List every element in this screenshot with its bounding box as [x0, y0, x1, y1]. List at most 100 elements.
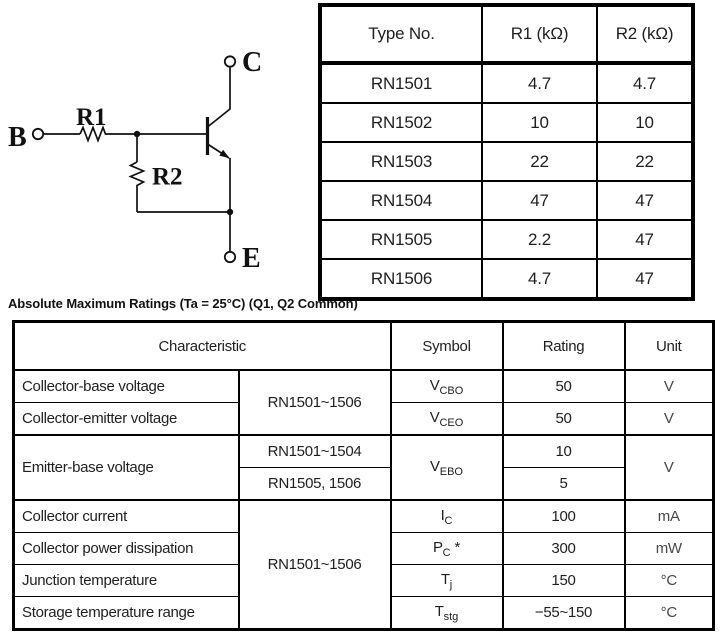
unit-cell: V [623, 369, 715, 403]
unit-cell: mA [623, 499, 715, 533]
table-row: RN1501 4.7 4.7 [319, 62, 694, 104]
symbol-subscript: EBO [439, 465, 463, 478]
table-row: Collector current RN1501~1506 IC 100 mA [12, 499, 715, 630]
type-no-header: Type No. [319, 4, 483, 65]
r2-value-cell: 47 [596, 180, 694, 221]
table-row: RN1502 10 10 [319, 102, 694, 143]
rating-cell: 50 [501, 369, 626, 403]
r2-value-cell: 47 [596, 219, 694, 260]
symbol-subscript: C [442, 546, 451, 559]
table-row: RN1506 4.7 47 [319, 258, 694, 300]
symbol-subscript: j [449, 578, 453, 591]
ratings-header-row: Characteristic Symbol Rating Unit [12, 321, 715, 371]
transistor-circuit-diagram: B C E R1 R2 [8, 47, 262, 274]
rating-cell: 300 [501, 532, 626, 565]
unit-header: Unit [623, 321, 715, 371]
symbol-cell: VEBO [389, 434, 504, 501]
characteristic-cell: Collector-emitter voltage [12, 402, 240, 436]
r1-resistor-zigzag [79, 125, 206, 143]
unit-cell: mW [623, 532, 715, 565]
table-row: Emitter-base voltage RN1501~1504 VEBO 10… [12, 434, 715, 501]
characteristic-cell: Junction temperature [12, 564, 240, 597]
table-row: Storage temperature range Tstg −55~150 °… [12, 596, 715, 630]
r1-value-cell: 22 [481, 141, 598, 182]
r2-value-cell: 47 [596, 258, 694, 300]
symbol-cell: VCBO [389, 369, 504, 403]
characteristic-cell: Collector-base voltage [12, 369, 240, 403]
table-row: Junction temperature Tj 150 °C [12, 564, 715, 597]
junction-dot-base [133, 130, 141, 138]
device-range-cell: RN1501~1506 [237, 369, 392, 436]
table-row: RN1505, 1506 5 [14, 467, 714, 501]
type-no-cell: RN1505 [319, 219, 483, 260]
rating-cell: 150 [501, 564, 626, 597]
r1-header: R1 (kΩ) [481, 4, 598, 65]
unit-cell: °C [623, 596, 715, 630]
symbol-base: T [434, 602, 444, 620]
table-row: RN1505 2.2 47 [319, 219, 694, 260]
circuit-wires [43, 66, 231, 252]
emitter-arrowhead [219, 149, 230, 159]
r2-header: R2 (kΩ) [596, 4, 694, 65]
unit-cell: °C [623, 564, 715, 597]
symbol-header: Symbol [389, 321, 504, 371]
r2-value-cell: 22 [596, 141, 694, 182]
symbol-base: P [432, 538, 443, 556]
type-no-cell: RN1506 [319, 258, 483, 300]
rating-cell: 50 [501, 402, 626, 436]
r1-value-cell: 47 [481, 180, 598, 221]
collector-wire [206, 66, 231, 128]
characteristic-header: Characteristic [12, 321, 392, 371]
table-row: RN1503 22 22 [319, 141, 694, 182]
r1-value-cell: 2.2 [481, 219, 598, 260]
terminal-b-label: B [8, 122, 27, 153]
device-range-cell: RN1501~1506 [237, 499, 392, 630]
symbol-subscript: C [444, 514, 453, 527]
characteristic-cell: Storage temperature range [12, 596, 240, 630]
symbol-cell: PC * [389, 532, 504, 565]
symbol-base: V [430, 457, 440, 475]
symbol-base: V [429, 376, 440, 394]
r2-value-cell: 4.7 [596, 62, 694, 104]
type-table-header-row: Type No. R1 (kΩ) R2 (kΩ) [319, 4, 694, 65]
absolute-maximum-ratings-table: Characteristic Symbol Rating Unit Collec… [12, 320, 715, 631]
symbol-subscript: CEO [439, 416, 464, 429]
symbol-cell: VCEO [389, 402, 504, 436]
r1-value-cell: 4.7 [481, 258, 598, 300]
symbol-cell: Tstg [389, 596, 504, 630]
symbol-base: I [440, 506, 445, 524]
absolute-maximum-ratings-title: Absolute Maximum Ratings (Ta = 25°C) (Q1… [8, 296, 358, 311]
terminal-b-circle [31, 127, 45, 141]
resistor-r2-label: R2 [152, 164, 183, 191]
terminal-c-label: C [242, 47, 262, 78]
symbol-base: V [429, 408, 440, 426]
type-no-cell: RN1504 [319, 180, 483, 221]
r2-resistor-zigzag [128, 161, 146, 212]
device-range-cell: RN1501~1504 [237, 434, 392, 468]
rating-cell: 10 [501, 434, 626, 468]
rating-cell: 5 [501, 467, 626, 501]
terminal-e-label: E [242, 243, 261, 274]
device-range-cell: RN1505, 1506 [237, 467, 392, 501]
resistor-r1-label: R1 [76, 104, 107, 131]
characteristic-cell: Collector power dissipation [12, 532, 240, 565]
r1-value-cell: 4.7 [481, 62, 598, 104]
r2-value-cell: 10 [596, 102, 694, 143]
characteristic-cell: Collector current [12, 499, 240, 533]
symbol-suffix: * [450, 538, 461, 556]
type-no-cell: RN1503 [319, 141, 483, 182]
terminal-c-circle [223, 55, 237, 68]
rating-cell: −55~150 [501, 596, 626, 630]
rating-header: Rating [501, 321, 626, 371]
symbol-cell: Tj [389, 564, 504, 597]
symbol-subscript: CBO [439, 384, 464, 397]
terminal-e-circle [223, 250, 237, 264]
type-no-cell: RN1502 [319, 102, 483, 143]
symbol-base: T [440, 570, 450, 588]
junction-dot-emitter [226, 208, 234, 216]
rating-cell: 100 [501, 499, 626, 533]
symbol-subscript: stg [443, 610, 459, 623]
r1-value-cell: 10 [481, 102, 598, 143]
unit-cell: V [623, 402, 715, 436]
